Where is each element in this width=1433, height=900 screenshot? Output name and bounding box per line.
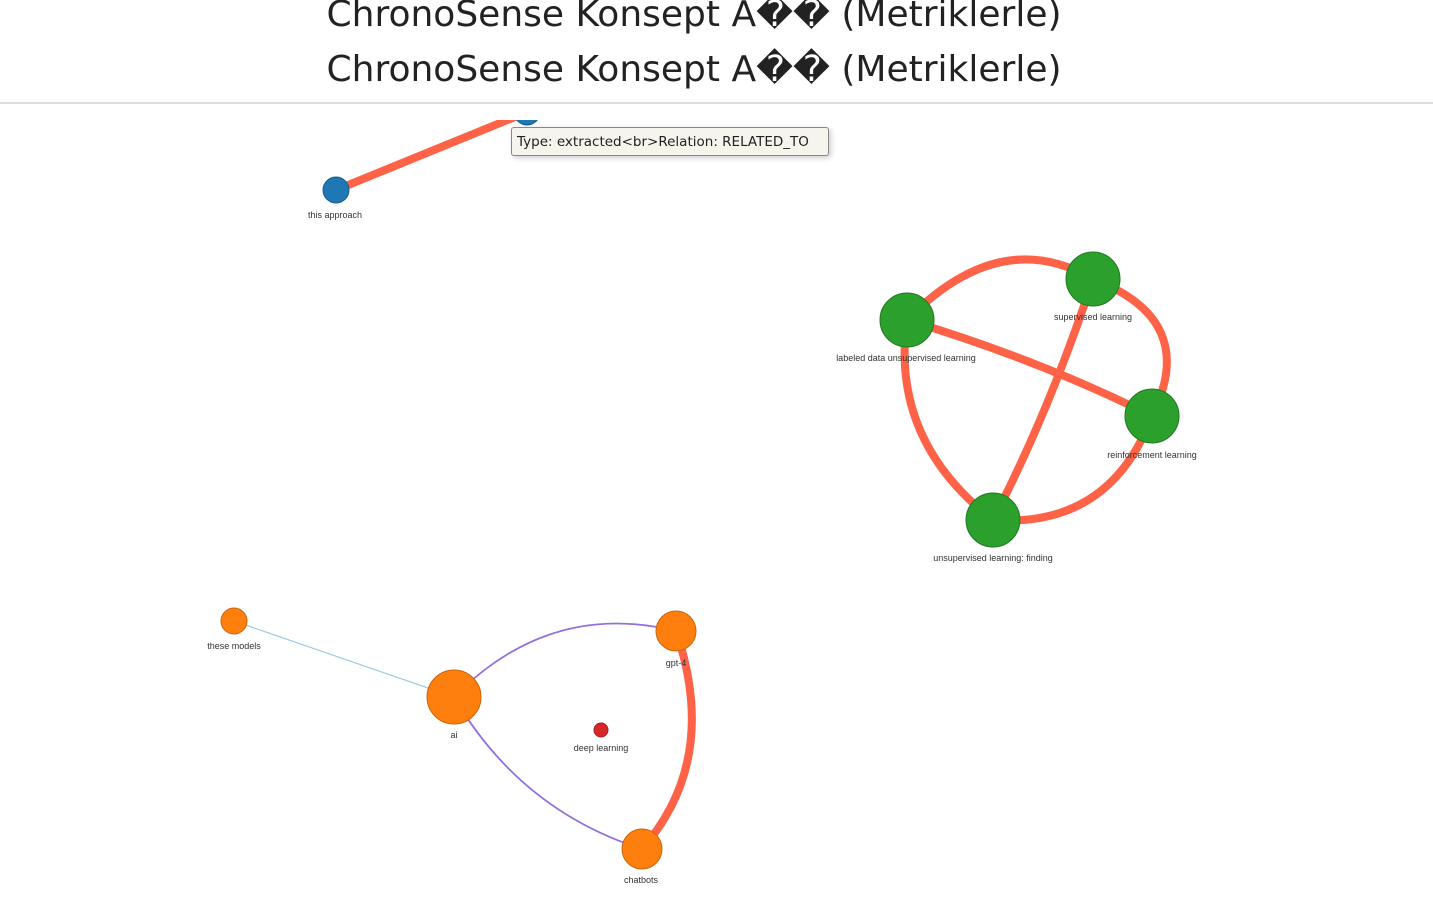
network-graph[interactable]: this approach labeled data unsupervised … (0, 120, 1433, 900)
edge-gpt4-chatbots[interactable] (638, 627, 696, 853)
node-label: ai (450, 730, 457, 740)
edge-ai-chatbots[interactable] (453, 696, 643, 850)
node-label: reinforcement learning (1107, 450, 1197, 460)
graph-node[interactable] (322, 176, 350, 204)
node-label: chatbots (624, 875, 659, 885)
edge-these-models-ai[interactable] (233, 620, 455, 698)
node-label: deep learning (574, 743, 629, 753)
graph-node[interactable] (655, 610, 697, 652)
graph-node[interactable] (965, 492, 1021, 548)
node-label: labeled data unsupervised learning (836, 353, 976, 363)
node-label: this approach (308, 210, 362, 220)
edge-unsupervised-labeled[interactable] (900, 316, 997, 524)
graph-node[interactable] (593, 722, 609, 738)
graph-node[interactable] (621, 828, 663, 870)
graph-node[interactable] (1124, 388, 1180, 444)
graph-node[interactable] (426, 669, 482, 725)
edge-labeled-reinforcement[interactable] (903, 316, 1156, 420)
node-label: supervised learning (1054, 312, 1132, 322)
header-divider (0, 102, 1433, 104)
graph-node[interactable] (220, 607, 248, 635)
edge-top-this-approach[interactable] (332, 120, 527, 194)
graph-node[interactable] (514, 120, 540, 126)
edge-labeled-supervised[interactable] (903, 255, 1097, 324)
graph-node[interactable] (879, 292, 935, 348)
node-label: these models (207, 641, 261, 651)
edge-supervised-unsupervised[interactable] (989, 275, 1097, 524)
page-title: ChronoSense Konsept A�� (Metriklerle) (326, 0, 1062, 35)
page-title-repeat: ChronoSense Konsept A�� (Metriklerle) (326, 49, 1062, 90)
edge-tooltip: Type: extracted<br>Relation: RELATED_TO (511, 127, 829, 156)
node-label: gpt-4 (666, 658, 687, 668)
edge-ai-gpt4[interactable] (453, 622, 677, 698)
node-label: unsupervised learning: finding (933, 553, 1053, 563)
graph-node[interactable] (1065, 251, 1121, 307)
